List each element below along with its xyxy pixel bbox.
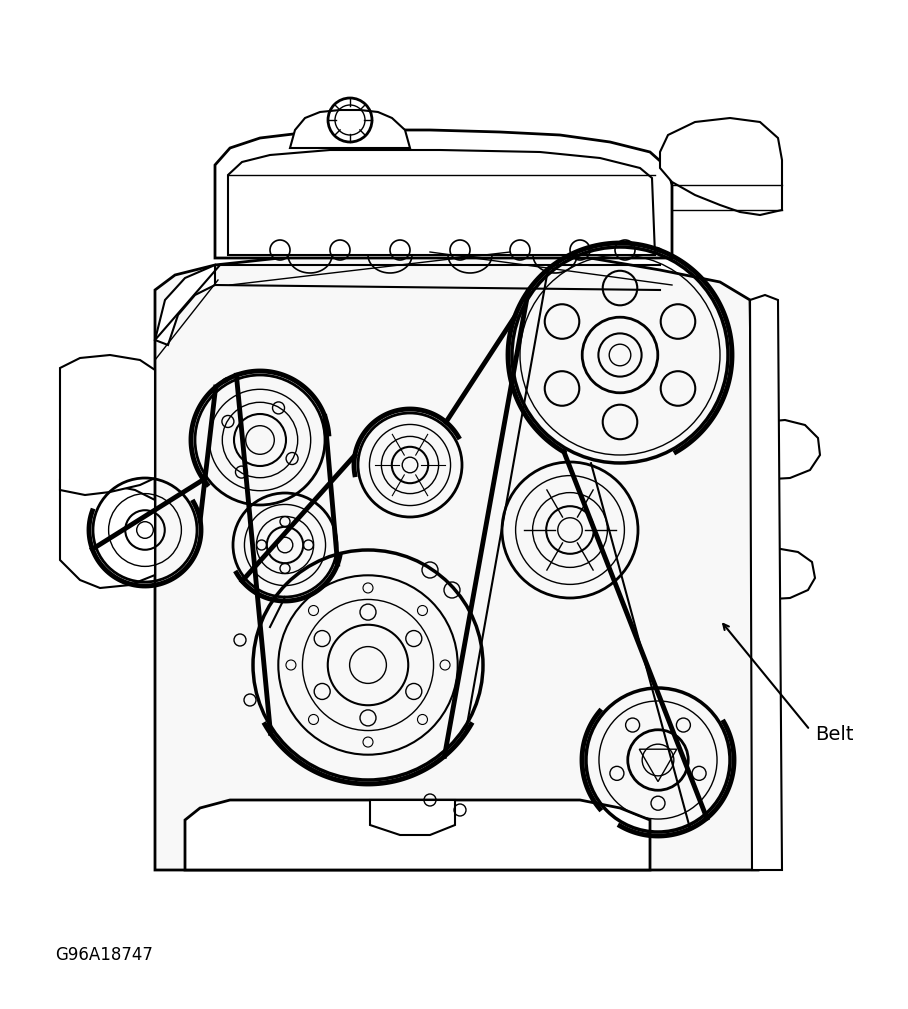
Polygon shape [290,110,410,148]
Polygon shape [60,355,155,495]
Polygon shape [60,480,155,588]
Polygon shape [750,295,782,870]
Polygon shape [755,548,815,600]
Text: Belt: Belt [815,725,854,745]
Polygon shape [185,800,650,870]
Polygon shape [155,265,215,345]
Polygon shape [660,118,782,215]
Polygon shape [755,420,820,480]
Polygon shape [215,130,672,258]
Polygon shape [370,800,455,835]
Polygon shape [155,252,758,870]
Text: G96A18747: G96A18747 [55,946,153,964]
Polygon shape [228,150,655,255]
